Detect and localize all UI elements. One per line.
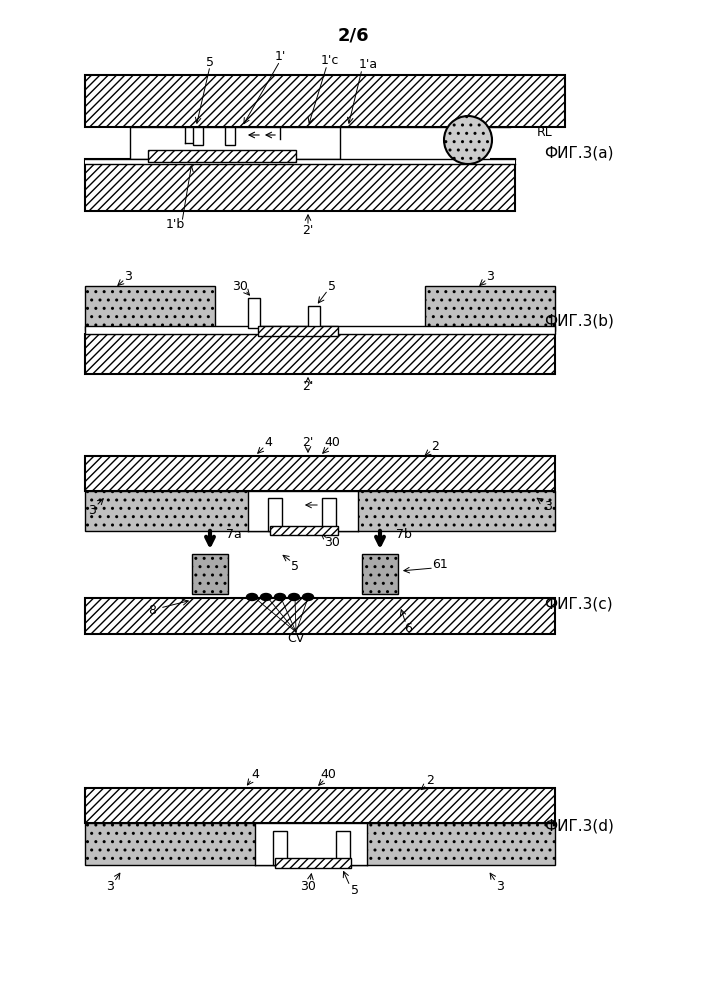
Text: RL: RL bbox=[537, 127, 553, 140]
Text: 5: 5 bbox=[206, 57, 214, 70]
Text: 3: 3 bbox=[496, 879, 504, 892]
Text: 4: 4 bbox=[251, 768, 259, 781]
Bar bbox=[148, 150, 296, 162]
Bar bbox=[275, 858, 351, 868]
Bar bbox=[425, 286, 555, 331]
Bar bbox=[85, 159, 515, 211]
Text: 1'b: 1'b bbox=[165, 219, 185, 232]
Text: 2/6: 2/6 bbox=[337, 26, 369, 44]
Text: 3: 3 bbox=[106, 879, 114, 892]
Bar bbox=[248, 298, 260, 328]
Text: 1': 1' bbox=[275, 51, 286, 64]
Text: 3: 3 bbox=[544, 500, 552, 512]
Bar bbox=[85, 159, 515, 164]
Bar bbox=[85, 788, 555, 823]
Bar bbox=[225, 127, 235, 145]
Text: 5: 5 bbox=[291, 559, 299, 572]
Text: 3: 3 bbox=[88, 503, 96, 516]
Text: 40: 40 bbox=[320, 768, 336, 781]
Text: 3: 3 bbox=[486, 270, 494, 283]
Bar bbox=[258, 326, 338, 336]
Bar bbox=[85, 598, 555, 634]
Bar bbox=[85, 286, 215, 331]
Ellipse shape bbox=[261, 593, 272, 600]
Ellipse shape bbox=[275, 593, 285, 600]
Text: 7b: 7b bbox=[396, 527, 412, 540]
Text: CV: CV bbox=[287, 631, 304, 644]
Bar bbox=[268, 498, 282, 531]
Bar bbox=[270, 526, 338, 535]
Text: 6: 6 bbox=[404, 621, 412, 634]
Bar bbox=[322, 498, 336, 531]
Bar bbox=[85, 823, 555, 865]
Text: ФИГ.3(c): ФИГ.3(c) bbox=[544, 596, 614, 611]
Text: 1'c: 1'c bbox=[321, 55, 339, 68]
Text: 3: 3 bbox=[124, 270, 132, 283]
Text: 8: 8 bbox=[148, 604, 156, 617]
Text: 7a: 7a bbox=[226, 527, 242, 540]
Text: 4: 4 bbox=[264, 436, 272, 449]
Bar bbox=[130, 127, 490, 159]
Bar bbox=[85, 334, 555, 374]
Ellipse shape bbox=[289, 593, 299, 600]
Bar bbox=[192, 554, 228, 594]
Text: 5: 5 bbox=[328, 280, 336, 293]
Bar bbox=[85, 456, 555, 491]
Text: 2': 2' bbox=[302, 380, 313, 393]
Text: 2': 2' bbox=[302, 224, 313, 237]
Text: 30: 30 bbox=[232, 280, 248, 293]
Bar bbox=[255, 823, 367, 865]
Ellipse shape bbox=[246, 593, 258, 600]
Text: 5: 5 bbox=[351, 883, 359, 896]
Text: ФИГ.3(d): ФИГ.3(d) bbox=[544, 818, 614, 833]
Bar bbox=[248, 491, 358, 531]
Bar bbox=[362, 554, 398, 594]
Bar bbox=[193, 127, 203, 145]
Text: 1'a: 1'a bbox=[359, 59, 378, 72]
Bar bbox=[308, 306, 320, 328]
Bar bbox=[85, 491, 555, 531]
Bar bbox=[273, 831, 287, 865]
Text: 30: 30 bbox=[300, 879, 316, 892]
Text: 61: 61 bbox=[432, 557, 448, 570]
Text: 40: 40 bbox=[324, 436, 340, 449]
Bar bbox=[85, 326, 555, 334]
Text: ФИГ.3(a): ФИГ.3(a) bbox=[544, 146, 614, 161]
Text: 2: 2 bbox=[431, 440, 439, 453]
Circle shape bbox=[444, 116, 492, 164]
Text: 30: 30 bbox=[324, 536, 340, 549]
Text: 2: 2 bbox=[426, 774, 434, 787]
Ellipse shape bbox=[302, 593, 313, 600]
Bar bbox=[336, 831, 350, 865]
Text: ФИГ.3(b): ФИГ.3(b) bbox=[544, 314, 614, 329]
Text: 2': 2' bbox=[302, 436, 313, 449]
Bar bbox=[85, 75, 565, 127]
